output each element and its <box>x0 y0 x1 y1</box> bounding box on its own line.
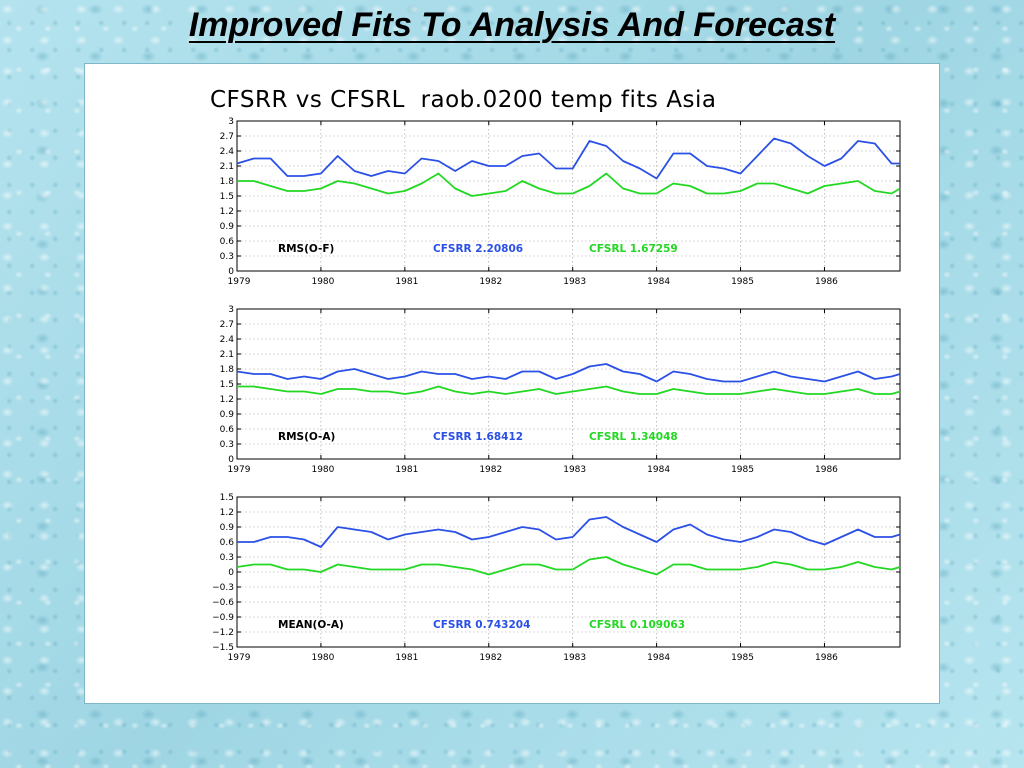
panel-1-x-tick-label: 1982 <box>479 277 502 287</box>
panel-1-y-tick-label: 2.7 <box>220 132 234 142</box>
panel-1-plot-frame <box>236 120 901 272</box>
panel-2-x-tick-label: 1984 <box>647 465 670 475</box>
panel-3-x-tick-label: 1980 <box>311 653 334 663</box>
panel-2-y-tick-label: 2.7 <box>220 320 234 330</box>
panel-3-stat-label: MEAN(O-A) <box>278 619 344 631</box>
panel-2-x-tick-label: 1982 <box>479 465 502 475</box>
panel-3-y-tick-label: 1.2 <box>220 508 234 518</box>
panel-2-y-tick-label: 0 <box>228 455 234 465</box>
panel-2-y-tick-label: 0.6 <box>220 425 235 435</box>
slide-title: Improved Fits To Analysis And Forecast <box>188 6 836 44</box>
panel-3-y-tick-label: −0.9 <box>212 613 234 623</box>
panel-2-x-tick-label: 1985 <box>731 465 754 475</box>
panel-1-x-tick-label: 1981 <box>395 277 418 287</box>
panel-1-y-tick-label: 0 <box>228 267 234 277</box>
panel-2-series-cfsrl-line <box>237 385 901 395</box>
panel-2-y-tick-label: 0.3 <box>220 440 234 450</box>
panel-1-x-tick-label: 1979 <box>228 277 251 287</box>
panel-2-y-tick-label: 1.8 <box>220 365 235 375</box>
panel-1-x-tick-label: 1985 <box>731 277 754 287</box>
panel-1-stat-label: RMS(O-F) <box>278 243 334 255</box>
panel-2-y-tick-label: 2.1 <box>220 350 234 360</box>
panel-2-cfsrl-stat: CFSRL 1.34048 <box>589 431 678 443</box>
panel-3-x-tick-label: 1984 <box>647 653 670 663</box>
panel-3-y-tick-label: 0 <box>228 568 234 578</box>
panel-1-x-tick-label: 1986 <box>815 277 838 287</box>
panel-3-y-tick-label: −1.2 <box>212 628 234 638</box>
panel-1-y-tick-label: 0.9 <box>220 222 235 232</box>
panel-3-series-cfsrr-line <box>237 516 901 548</box>
panel-1-y-tick-label: 0.6 <box>220 237 235 247</box>
panel-2-x-tick-label: 1979 <box>228 465 251 475</box>
panel-3-x-tick-label: 1983 <box>563 653 586 663</box>
panel-1-y-tick-label: 2.4 <box>220 147 235 157</box>
panel-2-x-tick-label: 1983 <box>563 465 586 475</box>
panel-1-y-tick-label: 1.5 <box>220 192 234 202</box>
panel-3-cfsrr-stat: CFSRR 0.743204 <box>433 619 530 631</box>
panel-1-x-tick-label: 1984 <box>647 277 670 287</box>
panel-1-y-tick-label: 1.8 <box>220 177 235 187</box>
panel-2-x-tick-label: 1981 <box>395 465 418 475</box>
panel-3-x-tick-label: 1985 <box>731 653 754 663</box>
panel-1-x-tick-label: 1983 <box>563 277 586 287</box>
panel-1-y-tick-label: 3 <box>228 117 234 127</box>
panel-2-y-tick-label: 3 <box>228 305 234 315</box>
panel-1-series-cfsrl-line <box>237 172 901 197</box>
panel-3-x-tick-label: 1986 <box>815 653 838 663</box>
panel-2-plot-frame <box>236 308 901 460</box>
figure-title: CFSRR vs CFSRL raob.0200 temp fits Asia <box>210 87 717 113</box>
panel-2-y-tick-label: 0.9 <box>220 410 235 420</box>
panel-1-y-tick-label: 2.1 <box>220 162 234 172</box>
panel-3-series-cfsrl-line <box>236 556 901 576</box>
panel-2-x-tick-label: 1980 <box>311 465 334 475</box>
panel-3-y-tick-label: 0.6 <box>220 538 235 548</box>
panel-3-y-tick-label: 0.3 <box>220 553 234 563</box>
panel-2-x-tick-label: 1986 <box>815 465 838 475</box>
panel-2-series-cfsrr-line <box>236 363 901 383</box>
panel-3-cfsrl-stat: CFSRL 0.109063 <box>589 619 685 631</box>
panel-2-y-tick-label: 1.2 <box>220 395 234 405</box>
panel-1-y-tick-label: 1.2 <box>220 207 234 217</box>
panel-1-cfsrl-stat: CFSRL 1.67259 <box>589 243 678 255</box>
panel-3-x-tick-label: 1979 <box>228 653 251 663</box>
panel-3-x-tick-label: 1982 <box>479 653 502 663</box>
panel-3-y-tick-label: 0.9 <box>220 523 235 533</box>
panel-1-x-tick-label: 1980 <box>311 277 334 287</box>
panel-2-cfsrr-stat: CFSRR 1.68412 <box>433 431 523 443</box>
panel-3-y-tick-label: 1.5 <box>220 493 234 503</box>
panel-1-y-tick-label: 0.3 <box>220 252 234 262</box>
panel-3-y-tick-label: −0.3 <box>212 583 234 593</box>
panel-3-x-tick-label: 1981 <box>395 653 418 663</box>
panel-2-stat-label: RMS(O-A) <box>278 431 335 443</box>
panel-3-y-tick-label: −0.6 <box>212 598 234 608</box>
panel-1-cfsrr-stat: CFSRR 2.20806 <box>433 243 523 255</box>
panel-1-series-cfsrr-line <box>236 137 900 180</box>
panel-3-y-tick-label: −1.5 <box>212 643 234 653</box>
panel-2-y-tick-label: 2.4 <box>220 335 235 345</box>
panel-2-y-tick-label: 1.5 <box>220 380 234 390</box>
